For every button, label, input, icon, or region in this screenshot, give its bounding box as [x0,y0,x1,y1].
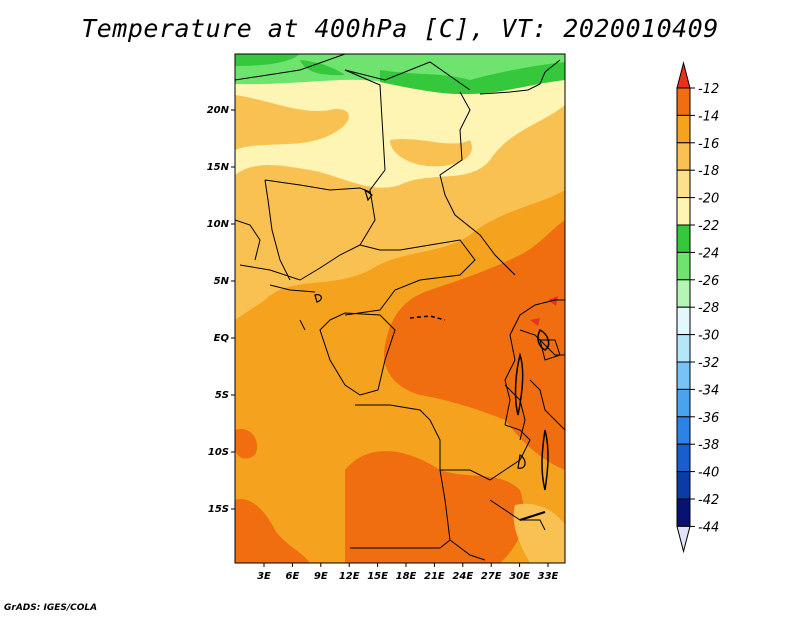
country-border [235,219,261,261]
colorbar-label: -26 [698,274,719,289]
country-border [319,312,396,396]
country-border [504,299,565,426]
lon-label: 27E [481,571,502,582]
colorbar-top-triangle [676,61,691,89]
colorbar-box [676,224,691,253]
country-border [269,284,316,293]
country-border [449,539,486,561]
country-border [519,329,565,356]
deep-orange-west-region [235,429,258,459]
colorbar-label: -18 [698,164,719,179]
colorbar-label: -22 [698,219,719,234]
colorbar-box [676,306,691,336]
map-frame [234,53,566,564]
lake-chad [363,188,373,202]
lat-label: 5S [215,390,229,401]
colorbar-label: -32 [698,356,719,371]
country-border [264,179,291,281]
colorbar-box [676,388,691,418]
colorbar-box [676,142,691,171]
green-band-region [380,62,565,95]
lake-malawi [541,429,549,491]
lat-label: EQ [214,333,230,344]
colorbar-label: -40 [698,466,719,481]
colorbar-box [676,471,691,500]
congo-river [409,315,446,321]
colorbar-label: -44 [698,520,719,535]
map-field [235,54,565,563]
country-border [504,384,526,441]
lon-label: 3E [257,571,271,582]
lat-label: 20N [207,105,230,116]
deep-orange-sw-region [235,499,310,563]
lon-label: 9E [314,571,328,582]
colorbar-box [676,334,691,363]
colorbar-box [676,197,691,226]
country-border [350,404,451,549]
lat-label: 15N [207,162,230,173]
colorbar-label: -38 [698,438,719,453]
lon-label: 21E [424,571,445,582]
colorbar-box [676,498,691,527]
light-orange-streak-region [390,138,472,167]
lake-small [517,454,526,469]
colorbar-label: -42 [698,493,719,508]
lat-label: 10N [207,219,230,230]
colorbar-box [676,443,691,473]
country-border [235,54,346,81]
lake-victoria [537,328,550,351]
lat-label: 5N [214,276,230,287]
colorbar-label: -16 [698,137,719,152]
colorbar-label: -14 [698,109,719,124]
colorbar-box [676,416,691,445]
lon-label: 12E [339,571,360,582]
lon-label: 18E [396,571,417,582]
lake-kariba [519,511,546,521]
green-band-region [300,60,345,76]
lake-small [314,294,322,303]
lon-label: 6E [286,571,300,582]
colorbar-box [676,114,691,144]
colorbar-label: -36 [698,411,719,426]
country-border [529,379,565,431]
colorbar-box [676,279,691,308]
colorbar-bottom-triangle [676,525,691,554]
colorbar-box [676,87,691,116]
colorbar-label: -24 [698,246,719,261]
colorbar-box [676,361,691,390]
lon-label: 15E [367,571,388,582]
country-border [299,319,306,331]
lon-label: 24E [452,571,473,582]
deep-orange-south-region [345,451,524,563]
colorbar-label: -28 [698,301,719,316]
red-hotspot-region [530,318,540,326]
country-border [539,339,561,361]
green-band-region [235,54,300,66]
country-border [344,239,476,316]
colorbar-label: -34 [698,383,719,398]
country-border [479,59,561,95]
lat-label: 15S [208,504,229,515]
country-border [264,179,371,193]
colorbar-box [676,251,691,281]
country-border [439,91,516,276]
country-border [344,61,471,91]
colorbar-box [676,169,691,199]
lon-label: 30E [509,571,530,582]
grads-credit: GrADS: IGES/COLA [4,603,98,613]
light-orange-streak-region [235,95,349,150]
colorbar-label: -12 [698,82,719,97]
lat-label: 10S [208,447,229,458]
chart-title: Temperature at 400hPa [C], VT: 202001040… [81,14,719,43]
colorbar-label: -20 [698,192,719,207]
colorbar-label: -30 [698,329,719,344]
lake-tanganyika [514,352,524,416]
lon-label: 33E [538,571,559,582]
